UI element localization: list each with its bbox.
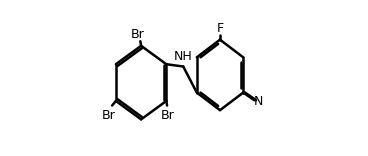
Text: Br: Br: [131, 28, 145, 41]
Text: N: N: [254, 95, 263, 108]
Text: F: F: [216, 22, 224, 35]
Text: NH: NH: [174, 50, 192, 63]
Text: Br: Br: [102, 109, 116, 122]
Text: Br: Br: [161, 109, 175, 122]
